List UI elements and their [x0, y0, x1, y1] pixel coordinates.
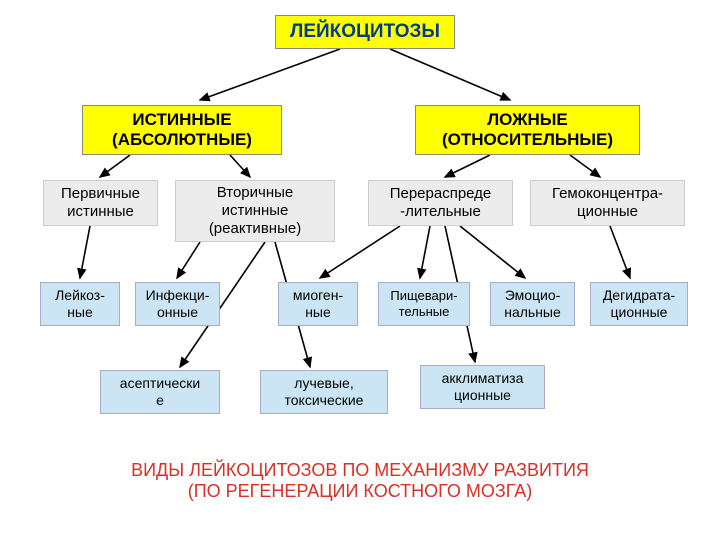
l2-redistrib: Перераспреде -лительные — [368, 180, 513, 226]
arrow-6 — [80, 226, 90, 278]
arrow-11 — [460, 226, 525, 278]
caption-line2: (ПО РЕГЕНЕРАЦИИ КОСТНОГО МОЗГА) — [0, 481, 720, 502]
arrow-0 — [200, 49, 340, 100]
arrow-1 — [390, 49, 510, 100]
false-box: ЛОЖНЫЕ (ОТНОСИТЕЛЬНЫЕ) — [415, 105, 640, 155]
root-box: ЛЕЙКОЦИТОЗЫ — [275, 15, 455, 49]
arrow-7 — [177, 242, 200, 278]
l2-secondary: Вторичные истинные (реактивные) — [175, 180, 335, 242]
l3-leukoz: Лейкоз- ные — [40, 282, 120, 326]
arrow-8 — [610, 226, 630, 278]
l3-digest: Пищевари- тельные — [378, 282, 470, 326]
arrows-layer — [0, 0, 720, 540]
arrow-10 — [420, 226, 430, 278]
l2-primary: Первичные истинные — [43, 180, 158, 226]
l3-radtox: лучевые, токсические — [260, 370, 388, 414]
l3-acclim: акклиматиза ционные — [420, 365, 545, 409]
arrow-2 — [100, 155, 130, 177]
l3-miogen: миоген- ные — [278, 282, 358, 326]
l3-dehydr: Дегидрата- ционные — [590, 282, 688, 326]
l3-emotion: Эмоцио- нальные — [490, 282, 575, 326]
l3-infect: Инфекци- онные — [135, 282, 220, 326]
arrow-5 — [570, 155, 600, 177]
l2-hemoconc: Гемоконцентра- ционные — [530, 180, 685, 226]
true-box: ИСТИННЫЕ (АБСОЛЮТНЫЕ) — [82, 105, 282, 155]
caption-line1: ВИДЫ ЛЕЙКОЦИТОЗОВ ПО МЕХАНИЗМУ РАЗВИТИЯ — [0, 460, 720, 481]
caption: ВИДЫ ЛЕЙКОЦИТОЗОВ ПО МЕХАНИЗМУ РАЗВИТИЯ … — [0, 460, 720, 502]
arrow-3 — [230, 155, 250, 177]
l3-aseptic: асептически е — [100, 370, 220, 414]
arrow-4 — [445, 155, 490, 177]
